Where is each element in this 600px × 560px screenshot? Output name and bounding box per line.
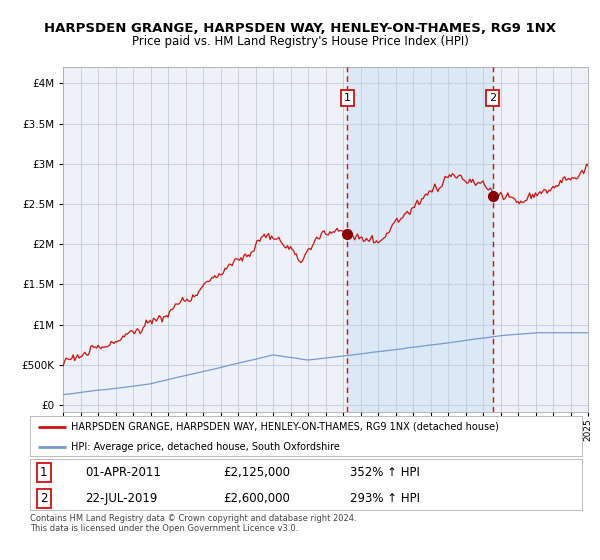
Text: 1: 1	[40, 466, 47, 479]
Bar	[347, 67, 493, 412]
Text: £2,125,000: £2,125,000	[223, 466, 290, 479]
Text: £2,600,000: £2,600,000	[223, 492, 290, 505]
Text: 293% ↑ HPI: 293% ↑ HPI	[350, 492, 420, 505]
Text: Contains HM Land Registry data © Crown copyright and database right 2024.
This d: Contains HM Land Registry data © Crown c…	[30, 514, 356, 534]
Text: Price paid vs. HM Land Registry's House Price Index (HPI): Price paid vs. HM Land Registry's House …	[131, 35, 469, 48]
Text: HPI: Average price, detached house, South Oxfordshire: HPI: Average price, detached house, Sout…	[71, 442, 340, 452]
Text: 22-JUL-2019: 22-JUL-2019	[85, 492, 158, 505]
Text: 2: 2	[40, 492, 47, 505]
Text: HARPSDEN GRANGE, HARPSDEN WAY, HENLEY-ON-THAMES, RG9 1NX (detached house): HARPSDEN GRANGE, HARPSDEN WAY, HENLEY-ON…	[71, 422, 499, 432]
Text: 352% ↑ HPI: 352% ↑ HPI	[350, 466, 420, 479]
Text: 2: 2	[489, 93, 496, 103]
Text: HARPSDEN GRANGE, HARPSDEN WAY, HENLEY-ON-THAMES, RG9 1NX: HARPSDEN GRANGE, HARPSDEN WAY, HENLEY-ON…	[44, 22, 556, 35]
Text: 1: 1	[344, 93, 351, 103]
Text: 01-APR-2011: 01-APR-2011	[85, 466, 161, 479]
